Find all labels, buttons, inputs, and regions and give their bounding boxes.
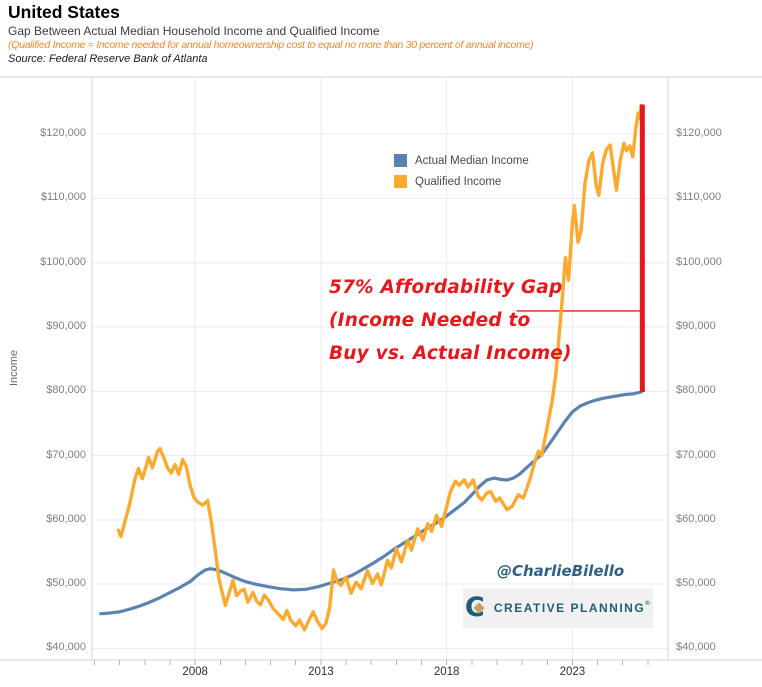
page-subtitle: Gap Between Actual Median Household Inco… — [8, 24, 380, 38]
author-watermark: @CharlieBilello — [497, 562, 625, 580]
legend: Actual Median Income Qualified Income — [394, 150, 529, 192]
series-line-1 — [116, 103, 643, 632]
registered-mark: ® — [645, 601, 652, 607]
gap-annotation: 57% Affordability Gap (Income Needed to … — [329, 271, 572, 370]
legend-item-qualified-income: Qualified Income — [394, 171, 529, 192]
legend-item-actual-median-income: Actual Median Income — [394, 150, 529, 171]
legend-swatch-blue-icon — [394, 154, 407, 167]
gap-annotation-line1: 57% Affordability Gap — [329, 277, 563, 298]
creative-planning-logo: C CREATIVE PLANNING® — [463, 588, 653, 628]
series-line-0 — [99, 390, 643, 616]
legend-label: Qualified Income — [415, 175, 502, 188]
y-axis-title: Income — [8, 349, 20, 387]
creative-planning-c-icon: C — [465, 594, 487, 621]
legend-swatch-orange-icon — [394, 175, 407, 188]
legend-label: Actual Median Income — [415, 154, 529, 167]
gap-annotation-line3: Buy vs. Actual Income) — [329, 343, 572, 364]
source-line: Source: Federal Reserve Bank of Atlanta — [8, 53, 208, 65]
qualified-income-definition: (Qualified Income = Income needed for an… — [8, 39, 534, 51]
logo-company-name: CREATIVE PLANNING® — [493, 601, 652, 615]
gap-annotation-line2: (Income Needed to — [329, 310, 531, 331]
page-title: United States — [8, 2, 120, 22]
